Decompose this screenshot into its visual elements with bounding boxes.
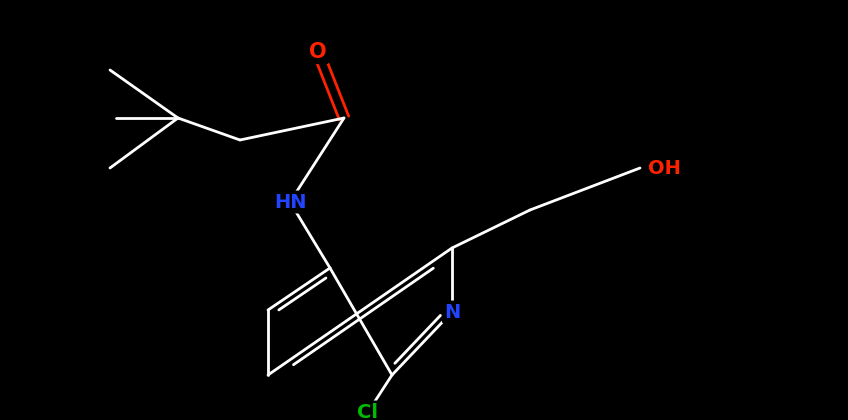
Text: O: O xyxy=(310,42,326,62)
Text: OH: OH xyxy=(648,158,681,178)
Text: Cl: Cl xyxy=(358,402,378,420)
Text: HN: HN xyxy=(274,192,306,212)
Text: N: N xyxy=(444,302,460,321)
